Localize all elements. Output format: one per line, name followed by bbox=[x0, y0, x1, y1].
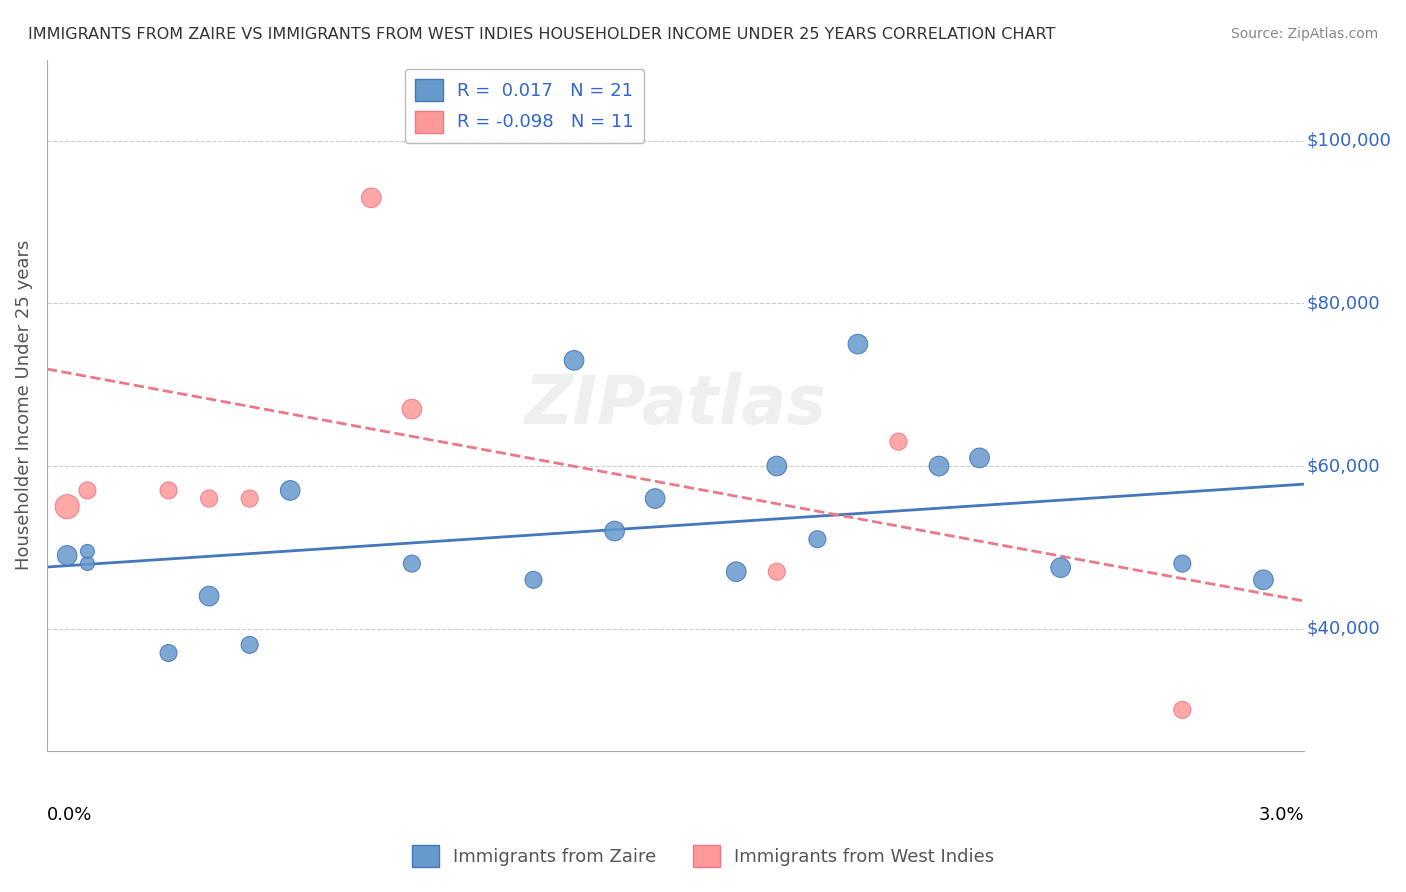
Text: 3.0%: 3.0% bbox=[1258, 805, 1303, 824]
Point bbox=[360, 191, 382, 205]
Point bbox=[765, 458, 787, 473]
Point bbox=[887, 434, 910, 449]
Point bbox=[198, 491, 221, 506]
Point bbox=[765, 565, 787, 579]
Point bbox=[401, 402, 423, 417]
Point bbox=[1049, 560, 1071, 574]
Point bbox=[198, 589, 221, 603]
Point bbox=[522, 573, 544, 587]
Text: $100,000: $100,000 bbox=[1306, 132, 1392, 150]
Point bbox=[928, 458, 950, 473]
Point bbox=[1171, 703, 1194, 717]
Point bbox=[1171, 557, 1194, 571]
Point bbox=[76, 483, 98, 498]
Point bbox=[278, 483, 301, 498]
Y-axis label: Householder Income Under 25 years: Householder Income Under 25 years bbox=[15, 240, 32, 570]
Point bbox=[239, 638, 262, 652]
Text: 0.0%: 0.0% bbox=[46, 805, 93, 824]
Point bbox=[76, 557, 98, 571]
Text: ZIPatlas: ZIPatlas bbox=[524, 372, 827, 438]
Legend: R =  0.017   N = 21, R = -0.098   N = 11: R = 0.017 N = 21, R = -0.098 N = 11 bbox=[405, 69, 644, 144]
Point bbox=[806, 532, 828, 546]
Text: $80,000: $80,000 bbox=[1306, 294, 1381, 312]
Text: Source: ZipAtlas.com: Source: ZipAtlas.com bbox=[1230, 27, 1378, 41]
Text: $40,000: $40,000 bbox=[1306, 620, 1381, 638]
Point bbox=[56, 549, 79, 563]
Point bbox=[969, 450, 991, 465]
Point bbox=[76, 544, 98, 558]
Point bbox=[1253, 573, 1275, 587]
Point bbox=[157, 646, 180, 660]
Point bbox=[56, 500, 79, 514]
Point bbox=[644, 491, 666, 506]
Point bbox=[603, 524, 626, 538]
Text: $60,000: $60,000 bbox=[1306, 457, 1381, 475]
Point bbox=[562, 353, 585, 368]
Point bbox=[846, 337, 869, 351]
Legend: Immigrants from Zaire, Immigrants from West Indies: Immigrants from Zaire, Immigrants from W… bbox=[405, 838, 1001, 874]
Point bbox=[725, 565, 748, 579]
Point bbox=[157, 483, 180, 498]
Text: IMMIGRANTS FROM ZAIRE VS IMMIGRANTS FROM WEST INDIES HOUSEHOLDER INCOME UNDER 25: IMMIGRANTS FROM ZAIRE VS IMMIGRANTS FROM… bbox=[28, 27, 1056, 42]
Point bbox=[278, 12, 301, 26]
Point bbox=[401, 557, 423, 571]
Point bbox=[239, 491, 262, 506]
